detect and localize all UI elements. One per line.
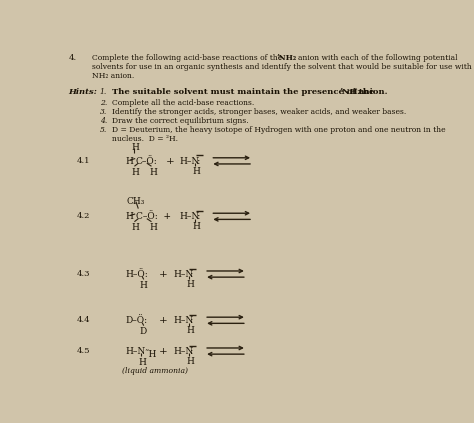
Text: 4.: 4. <box>100 117 107 125</box>
Text: ʼNH₂: ʼNH₂ <box>340 88 362 96</box>
Text: H: H <box>131 168 139 177</box>
Text: D–Ö:: D–Ö: <box>125 316 147 325</box>
Text: H: H <box>150 168 158 177</box>
Text: H: H <box>125 212 133 222</box>
Text: 4.2: 4.2 <box>76 212 90 220</box>
Text: ˜H: ˜H <box>144 350 156 359</box>
Text: 4.1: 4.1 <box>76 157 90 165</box>
Text: Draw the correct equilibrium signs.: Draw the correct equilibrium signs. <box>112 117 248 125</box>
Text: 4.3: 4.3 <box>76 270 90 278</box>
Text: Identify the stronger acids, stronger bases, weaker acids, and weaker bases.: Identify the stronger acids, stronger ba… <box>112 108 406 116</box>
Text: H–N: H–N <box>173 270 193 279</box>
Text: H: H <box>131 223 139 232</box>
Text: 4.5: 4.5 <box>76 347 90 355</box>
Text: H–N: H–N <box>173 316 193 325</box>
Text: C–Ö:  +: C–Ö: + <box>136 212 171 222</box>
Text: H–N: H–N <box>173 347 193 356</box>
Text: :: : <box>190 316 194 325</box>
Text: 4.: 4. <box>69 54 77 62</box>
Text: +: + <box>165 157 174 166</box>
Text: :: : <box>196 212 200 222</box>
Text: H: H <box>186 280 194 289</box>
Text: :: : <box>190 347 194 356</box>
Text: anion.: anion. <box>358 88 388 96</box>
Text: H: H <box>150 223 158 232</box>
Text: 3.: 3. <box>100 108 107 116</box>
Text: nucleus.  D = ²H.: nucleus. D = ²H. <box>112 135 178 143</box>
Text: CH₃: CH₃ <box>127 197 145 206</box>
Text: D: D <box>139 327 146 336</box>
Text: 4.4: 4.4 <box>76 316 90 324</box>
Text: H: H <box>192 222 201 231</box>
Text: Hints:: Hints: <box>69 88 98 96</box>
Text: H–N: H–N <box>179 157 200 166</box>
Text: +: + <box>159 316 168 325</box>
Text: H: H <box>139 281 147 290</box>
Text: Complete the following acid-base reactions of the: Complete the following acid-base reactio… <box>92 54 282 62</box>
Text: H: H <box>131 143 139 152</box>
Text: (liquid ammonia): (liquid ammonia) <box>122 367 188 375</box>
Text: C–Ö:: C–Ö: <box>136 157 158 166</box>
Text: H: H <box>138 358 146 367</box>
Text: H–Ö:: H–Ö: <box>125 270 148 279</box>
Text: solvents for use in an organic synthesis and identify the solvent that would be : solvents for use in an organic synthesis… <box>92 63 474 71</box>
Text: 5.: 5. <box>100 126 107 134</box>
Text: The suitable solvent must maintain the presence of the: The suitable solvent must maintain the p… <box>112 88 374 96</box>
Text: H: H <box>186 327 194 335</box>
Text: H–N: H–N <box>179 212 200 222</box>
Text: Complete all the acid-base reactions.: Complete all the acid-base reactions. <box>112 99 254 107</box>
Text: +: + <box>159 270 168 279</box>
Text: D = Deuterium, the heavy isotope of Hydrogen with one proton and one neutron in : D = Deuterium, the heavy isotope of Hydr… <box>112 126 446 134</box>
Text: 1.: 1. <box>100 88 107 96</box>
Text: +: + <box>159 347 168 356</box>
Text: 2.: 2. <box>100 99 107 107</box>
Text: NH₂ anion.: NH₂ anion. <box>92 72 134 80</box>
Text: H: H <box>192 167 201 176</box>
Text: H–N: H–N <box>125 347 146 356</box>
Text: :: : <box>196 157 200 166</box>
Text: H: H <box>125 157 133 166</box>
Text: :: : <box>190 270 194 279</box>
Text: H: H <box>186 357 194 366</box>
Text: anion with each of the following potential: anion with each of the following potenti… <box>298 54 457 62</box>
Text: ʼNH₂: ʼNH₂ <box>276 54 297 62</box>
